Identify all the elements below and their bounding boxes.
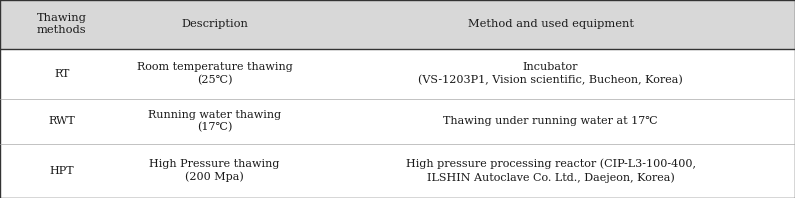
Text: Description: Description bbox=[181, 19, 248, 29]
Text: Running water thawing
(17℃): Running water thawing (17℃) bbox=[148, 110, 281, 133]
Text: High pressure processing reactor (CIP-L3-100-400,
ILSHIN Autoclave Co. Ltd., Dae: High pressure processing reactor (CIP-L3… bbox=[405, 159, 696, 183]
Text: Incubator
(VS-1203P1, Vision scientific, Bucheon, Korea): Incubator (VS-1203P1, Vision scientific,… bbox=[418, 62, 683, 85]
Text: Thawing under running water at 17℃: Thawing under running water at 17℃ bbox=[443, 116, 658, 126]
Text: HPT: HPT bbox=[49, 166, 74, 176]
Bar bbox=[0, 49, 795, 198]
Text: Method and used equipment: Method and used equipment bbox=[467, 19, 634, 29]
Bar bbox=[0, 0, 795, 49]
Text: High Pressure thawing
(200 Mpa): High Pressure thawing (200 Mpa) bbox=[149, 159, 280, 182]
Text: Thawing
methods: Thawing methods bbox=[37, 13, 87, 35]
Text: Room temperature thawing
(25℃): Room temperature thawing (25℃) bbox=[137, 62, 293, 85]
Text: RWT: RWT bbox=[48, 116, 75, 126]
Text: RT: RT bbox=[54, 69, 69, 79]
